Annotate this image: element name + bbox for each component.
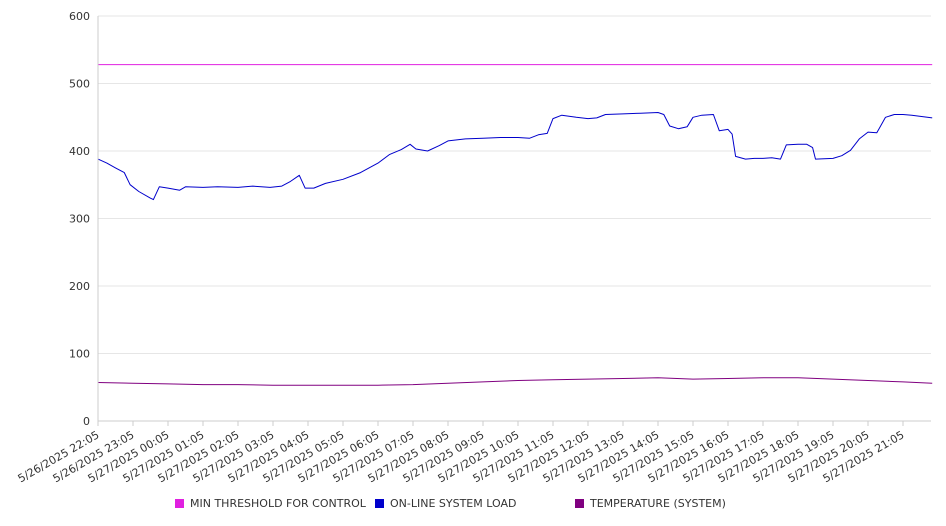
legend-item-system-load[interactable]: ON-LINE SYSTEM LOAD <box>375 497 516 510</box>
y-tick-label: 200 <box>69 280 90 293</box>
legend-swatch-threshold <box>175 499 184 508</box>
y-tick-label: 600 <box>69 10 90 23</box>
legend-swatch-temperature <box>575 499 584 508</box>
y-tick-label: 0 <box>83 415 90 428</box>
series-line-system-load <box>97 112 933 201</box>
y-tick-label: 300 <box>69 213 90 226</box>
y-tick-label: 500 <box>69 78 90 91</box>
y-tick-label: 100 <box>69 348 90 361</box>
legend-swatch-system-load <box>375 499 384 508</box>
series-line-temperature <box>97 377 933 386</box>
legend-item-temperature[interactable]: TEMPERATURE (SYSTEM) <box>575 497 726 510</box>
legend: MIN THRESHOLD FOR CONTROL ON-LINE SYSTEM… <box>0 497 946 515</box>
series-lines <box>97 64 933 386</box>
axes <box>97 16 931 422</box>
y-tick-label: 400 <box>69 145 90 158</box>
legend-label-threshold: MIN THRESHOLD FOR CONTROL <box>190 497 366 510</box>
grid-lines <box>98 15 931 354</box>
legend-label-system-load: ON-LINE SYSTEM LOAD <box>390 497 517 510</box>
y-tick-labels: 0 100 200 300 400 500 600 <box>69 10 90 428</box>
x-tick-labels: 5/26/2025 22:055/26/2025 23:055/27/2025 … <box>16 421 907 485</box>
legend-item-threshold[interactable]: MIN THRESHOLD FOR CONTROL <box>175 497 366 510</box>
legend-label-temperature: TEMPERATURE (SYSTEM) <box>590 497 726 510</box>
